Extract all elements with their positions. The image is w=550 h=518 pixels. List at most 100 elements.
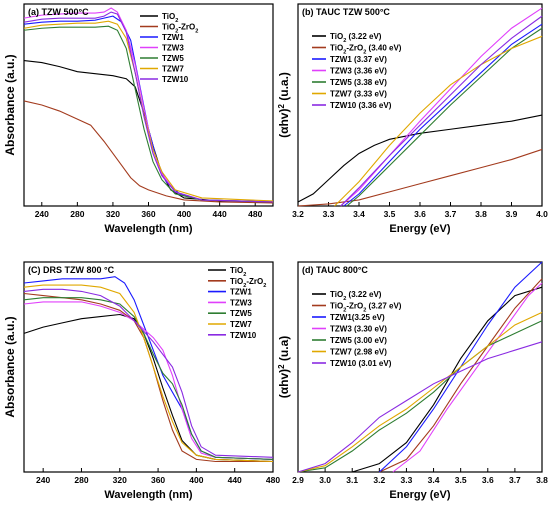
legend-label: TZW10 (3.01 eV) <box>330 359 392 368</box>
legend-label: TiO2 <box>162 12 178 24</box>
series-line-b-0 <box>297 114 543 203</box>
legend-label: TZW5 <box>162 54 184 63</box>
y-axis-label: Absorbance (a.u.) <box>3 316 17 417</box>
legend-label: TZW7 (3.33 eV) <box>330 90 387 99</box>
legend-label: TZW1 <box>230 288 252 297</box>
legend-label: TZW7 <box>162 65 184 74</box>
legend-label: TZW5 (3.00 eV) <box>330 336 387 345</box>
x-tick-label: 3.4 <box>428 475 440 485</box>
chart-panel-d: 2.9 3.0 3.1 3.2 3.3 3.4 3.5 3.6 3.7 3.8 (d) TAUC 8… <box>277 261 548 501</box>
chart-title: (a) TZW 500°C <box>28 7 89 17</box>
x-tick-label: 320 <box>113 475 127 485</box>
legend-label: TiO2-ZrO2 (3.27 eV) <box>330 302 402 314</box>
legend-label: TZW5 (3.38 eV) <box>330 78 387 87</box>
chart-panel-c: 240 280 320 360 400 440 480 (C) DRS TZW 800 °C W… <box>3 261 280 501</box>
x-tick-label: 440 <box>213 209 227 219</box>
x-tick-label: 3.6 <box>482 475 494 485</box>
legend-label: TiO2 (3.22 eV) <box>330 32 382 44</box>
series-line-b-2 <box>343 23 543 207</box>
x-tick-label: 3.4 <box>353 209 365 219</box>
x-tick-label: 3.6 <box>414 209 426 219</box>
legend-label: TiO2-ZrO2 <box>230 277 266 289</box>
series-line-c-5 <box>23 284 274 463</box>
x-tick-label: 240 <box>35 209 49 219</box>
x-tick-label: 280 <box>74 475 88 485</box>
series-line-b-4 <box>346 27 543 207</box>
x-tick-label: 360 <box>151 475 165 485</box>
series-line-b-3 <box>340 7 543 207</box>
x-tick-label: 3.0 <box>319 475 331 485</box>
legend-label: TZW1 (3.37 eV) <box>330 55 387 64</box>
x-tick-label: 400 <box>177 209 191 219</box>
legend-label: TZW3 <box>162 44 184 53</box>
y-axis-label: Absorbance (a.u.) <box>3 54 17 155</box>
x-tick-label: 480 <box>248 209 262 219</box>
legend-label: TZW3 (3.30 eV) <box>330 325 387 334</box>
legend-label: TZW7 (2.98 eV) <box>330 348 387 357</box>
legend-label: TZW3 (3.36 eV) <box>330 67 387 76</box>
legend-label: TZW1(3.25 eV) <box>330 313 385 322</box>
legend-label: TiO2 (3.22 eV) <box>330 290 382 302</box>
x-axis-label: Wavelength (nm) <box>104 223 193 235</box>
x-tick-label: 320 <box>106 209 120 219</box>
series-line-c-3 <box>23 301 274 460</box>
x-tick-label: 3.3 <box>323 209 335 219</box>
x-tick-label: 3.9 <box>506 209 518 219</box>
legend-label: TiO2-ZrO2 <box>162 23 198 35</box>
legend-label: TZW10 <box>162 75 189 84</box>
series-line-d-1 <box>379 278 543 473</box>
x-tick-label: 360 <box>141 209 155 219</box>
x-axis-label: Wavelength (nm) <box>104 489 193 501</box>
series-line-c-4 <box>23 297 274 460</box>
legend-label: TZW10 (3.36 eV) <box>330 101 392 110</box>
x-tick-label: 480 <box>266 475 280 485</box>
x-tick-label: 440 <box>228 475 242 485</box>
chart-title: (d) TAUC 800°C <box>302 265 368 275</box>
series-line-c-6 <box>23 288 274 458</box>
x-tick-label: 3.8 <box>536 475 548 485</box>
series-line-b-6 <box>340 15 543 207</box>
series-line-a-5 <box>23 20 274 202</box>
x-tick-label: 4.0 <box>536 209 548 219</box>
x-tick-label: 400 <box>189 475 203 485</box>
x-tick-label: 3.3 <box>401 475 413 485</box>
chart-title: (C) DRS TZW 800 °C <box>28 265 115 275</box>
y-axis-label: (αhv)2 (u.a.) <box>277 72 292 138</box>
legend-label: TZW3 <box>230 298 252 307</box>
series-line-d-3 <box>392 282 543 473</box>
series-line-d-0 <box>352 286 543 473</box>
legend-label: TZW7 <box>230 320 252 329</box>
x-tick-label: 3.8 <box>475 209 487 219</box>
plot-frame <box>297 261 543 473</box>
series-line-a-1 <box>23 100 274 204</box>
x-tick-label: 2.9 <box>292 475 304 485</box>
x-axis-label: Energy (eV) <box>389 223 450 235</box>
x-tick-label: 280 <box>70 209 84 219</box>
legend-label: TiO2 <box>230 266 246 278</box>
x-tick-label: 3.5 <box>455 475 467 485</box>
series-line-a-3 <box>23 7 274 203</box>
chart-panel-b: 3.2 3.3 3.4 3.5 3.6 3.7 3.8 3.9 4.0 (b) TAUC TZW … <box>277 3 548 235</box>
plot-frame <box>23 3 274 207</box>
legend-label: TZW1 <box>162 33 184 42</box>
series-line-d-4 <box>297 320 543 473</box>
series-line-d-6 <box>297 341 543 473</box>
chart-panel-a: 240 280 320 360 400 440 480 (a) TZW 500°C Wavele… <box>3 3 274 235</box>
legend-label: TZW10 <box>230 331 257 340</box>
series-line-b-5 <box>334 35 543 207</box>
legend-label: TiO2-ZrO2 (3.40 eV) <box>330 44 402 56</box>
series-line-a-6 <box>23 11 274 203</box>
x-tick-label: 3.7 <box>445 209 457 219</box>
legend-label: TZW5 <box>230 309 252 318</box>
series-line-d-5 <box>297 311 543 473</box>
y-axis-label: (αhv)2 (u.a) <box>277 336 292 399</box>
x-tick-label: 3.2 <box>292 209 304 219</box>
x-tick-label: 3.5 <box>384 209 396 219</box>
plot-frame <box>23 261 274 473</box>
x-tick-label: 3.7 <box>509 475 521 485</box>
x-tick-label: 240 <box>36 475 50 485</box>
x-tick-label: 3.1 <box>346 475 358 485</box>
x-tick-label: 3.2 <box>373 475 385 485</box>
